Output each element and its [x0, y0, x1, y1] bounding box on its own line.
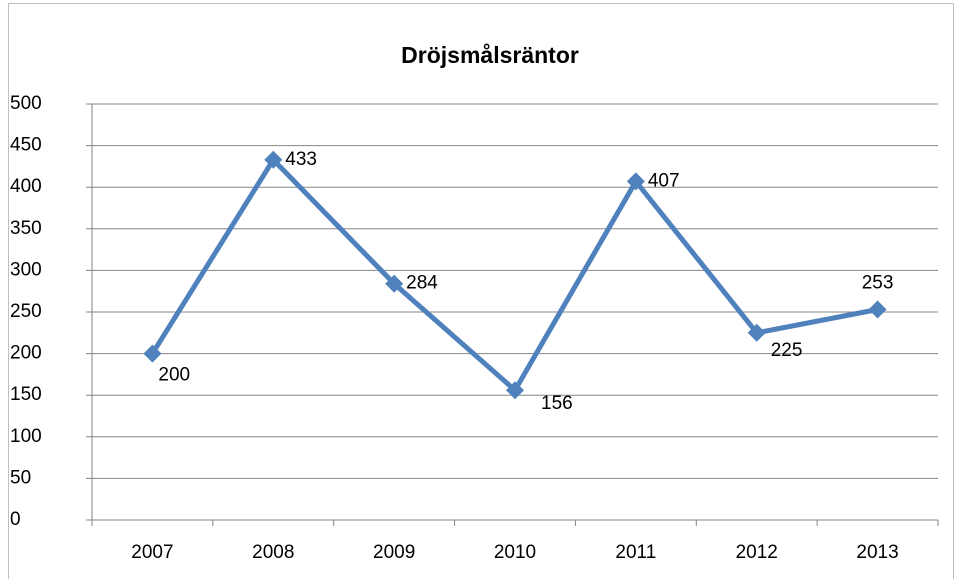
- y-tick-label: 50: [10, 467, 31, 488]
- y-tick-label: 350: [10, 218, 42, 239]
- y-tick-label: 250: [10, 301, 42, 322]
- x-tick-label: 2011: [615, 542, 656, 563]
- x-tick-label: 2007: [131, 542, 173, 563]
- chart-frame: [8, 3, 954, 579]
- y-tick-label: 400: [10, 176, 42, 197]
- y-tick-label: 200: [10, 343, 42, 364]
- marker: [626, 172, 645, 191]
- data-label: 433: [285, 149, 317, 170]
- chart-title: Dröjsmålsräntor: [401, 42, 579, 68]
- x-tick-label: 2009: [373, 542, 415, 563]
- data-label: 200: [158, 365, 190, 386]
- x-tick-label: 2013: [856, 542, 898, 563]
- marker: [747, 323, 766, 342]
- marker: [868, 300, 887, 319]
- x-tick-label: 2010: [494, 542, 536, 563]
- y-tick-label: 300: [10, 259, 42, 280]
- y-tick-label: 450: [10, 135, 42, 156]
- marker: [506, 381, 524, 400]
- y-tick-label: 500: [10, 93, 42, 114]
- y-tick-label: 100: [10, 426, 42, 447]
- data-label: 407: [648, 170, 680, 191]
- data-label: 284: [406, 273, 438, 294]
- x-tick-label: 2008: [252, 542, 294, 563]
- y-tick-label: 0: [10, 509, 21, 530]
- line: [150, 157, 879, 393]
- data-label: 253: [862, 273, 894, 294]
- marker: [385, 274, 404, 293]
- x-tick-label: 2012: [736, 542, 778, 563]
- y-tick-label: 150: [10, 384, 42, 405]
- data-label: 156: [541, 393, 573, 414]
- marker: [264, 150, 283, 169]
- data-label: 225: [771, 340, 803, 361]
- marker: [143, 344, 162, 363]
